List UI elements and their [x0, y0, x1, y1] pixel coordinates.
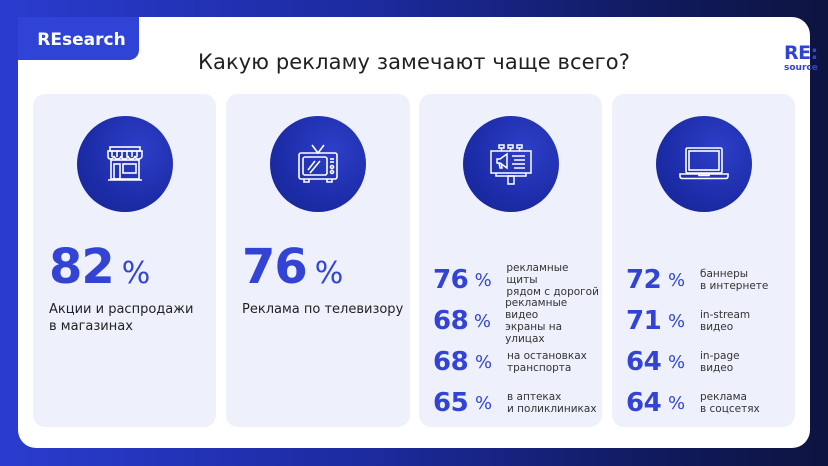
- stat-label-line: реклама: [700, 391, 747, 403]
- logo-sub: source: [784, 63, 818, 73]
- stat-value: 65: [433, 388, 469, 418]
- stat-value: 71: [626, 306, 662, 336]
- stat-value-row: 76 %: [242, 239, 343, 295]
- icon-circle: [462, 116, 559, 212]
- stat-label-line: видео: [700, 362, 734, 374]
- icon-circle: [655, 116, 752, 212]
- stat-unit: %: [668, 269, 686, 291]
- stat-value: 64: [626, 347, 662, 377]
- stat-unit: %: [668, 351, 686, 373]
- stat-label: in-stream видео: [700, 309, 750, 333]
- stat-value: 76: [433, 265, 469, 295]
- stat-label-line: in-page: [700, 350, 740, 362]
- stat-label-line: Акции и распродажи: [49, 302, 194, 317]
- stat-label-line: рядом с дорогой: [506, 286, 599, 298]
- stat-label: Реклама по телевизору: [242, 301, 403, 318]
- stat-row: 71 % in-stream видео: [626, 301, 768, 341]
- stat-label-line: и поликлиниках: [507, 403, 597, 415]
- stat-unit: %: [668, 392, 686, 414]
- card-tv: 76 % Реклама по телевизору: [226, 94, 410, 427]
- stat-unit: %: [473, 310, 491, 332]
- stat-value: 72: [626, 265, 662, 295]
- stat-label: реклама в соцсетях: [700, 391, 760, 415]
- card-outdoor: 76 % рекламные щиты рядом с дорогой 68 % …: [419, 94, 602, 427]
- stat-row: 72 % баннеры в интернете: [626, 260, 768, 300]
- page-title: Какую рекламу замечают чаще всего?: [198, 50, 630, 74]
- stat-unit: %: [474, 269, 492, 291]
- stat-label-line: Реклама по телевизору: [242, 302, 404, 317]
- stat-label-line: баннеры: [700, 268, 749, 280]
- stat-label-line: на остановках: [507, 350, 587, 362]
- stat-label: Акции и распродажи в магазинах: [49, 301, 193, 335]
- stat-unit: %: [475, 392, 493, 414]
- stat-row: 68 % рекламные видео экраны на улицах: [433, 297, 602, 345]
- stat-unit: %: [475, 351, 493, 373]
- stat-value-row: 82 %: [49, 239, 150, 295]
- stat-list: 72 % баннеры в интернете 71 % in-stream ви…: [626, 260, 768, 424]
- stat-row: 65 % в аптеках и поликлиниках: [433, 383, 602, 423]
- stat-list: 76 % рекламные щиты рядом с дорогой 68 % …: [433, 260, 602, 424]
- stat-label-line: экраны на улицах: [505, 321, 563, 345]
- stat-label: на остановках транспорта: [507, 350, 587, 374]
- resource-logo: RE: source: [784, 43, 818, 73]
- stat-unit: %: [121, 256, 151, 291]
- card-stores: 82 % Акции и распродажи в магазинах: [33, 94, 216, 427]
- stat-label: в аптеках и поликлиниках: [507, 391, 597, 415]
- stat-row: 64 % реклама в соцсетях: [626, 383, 768, 423]
- billboard-icon: [489, 144, 532, 185]
- stat-value: 68: [433, 306, 469, 336]
- logo-main: RE:: [784, 42, 818, 64]
- icon-circle: [76, 116, 173, 212]
- stat-value: 82: [49, 239, 115, 295]
- stat-label: рекламные видео экраны на улицах: [505, 297, 602, 345]
- icon-circle: [270, 116, 366, 212]
- research-badge: REsearch: [18, 17, 139, 60]
- stat-label-line: in-stream: [700, 309, 751, 321]
- stat-label-line: в интернете: [700, 280, 769, 292]
- stat-label-line: в соцсетях: [700, 403, 760, 415]
- stat-row: 68 % на остановках транспорта: [433, 342, 602, 382]
- card-internet: 72 % баннеры в интернете 71 % in-stream ви…: [612, 94, 795, 427]
- stat-label-line: рекламные видео: [505, 297, 568, 321]
- stat-label-line: транспорта: [507, 362, 572, 374]
- tv-icon: [298, 144, 338, 183]
- storefront-icon: [106, 146, 143, 181]
- stat-unit: %: [668, 310, 686, 332]
- stat-label-line: в магазинах: [49, 319, 133, 334]
- stat-value: 68: [433, 347, 469, 377]
- stat-label: in-page видео: [700, 350, 740, 374]
- stat-label: рекламные щиты рядом с дорогой: [506, 262, 602, 298]
- stat-value: 64: [626, 388, 662, 418]
- stat-label-line: в аптеках: [507, 391, 562, 403]
- laptop-icon: [678, 147, 729, 180]
- stat-row: 64 % in-page видео: [626, 342, 768, 382]
- stat-label-line: рекламные щиты: [506, 262, 569, 286]
- stat-value: 76: [242, 239, 308, 295]
- stat-unit: %: [314, 256, 344, 291]
- stat-label-line: видео: [700, 321, 734, 333]
- stat-label: баннеры в интернете: [700, 268, 768, 292]
- stat-row: 76 % рекламные щиты рядом с дорогой: [433, 260, 602, 300]
